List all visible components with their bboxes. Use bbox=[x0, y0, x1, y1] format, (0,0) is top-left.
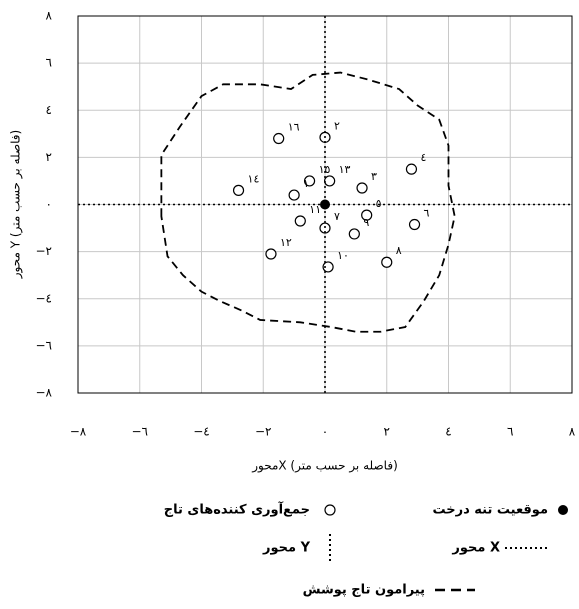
y-tick-label: −٨ bbox=[35, 386, 52, 400]
point-label: ١٣ bbox=[339, 163, 351, 176]
point-label: ١٤ bbox=[248, 172, 260, 185]
point-label: ٤ bbox=[420, 151, 426, 164]
collector-point bbox=[381, 256, 393, 268]
collector-point bbox=[303, 175, 316, 187]
point-label: ١ bbox=[303, 177, 309, 190]
y-tick-label: ٦ bbox=[46, 56, 52, 70]
x-tick-label: ٦ bbox=[507, 425, 513, 439]
collector-point bbox=[273, 132, 285, 145]
legend-label: محور Y bbox=[262, 541, 311, 556]
collector-point bbox=[288, 189, 300, 201]
crown-perimeter bbox=[160, 71, 456, 333]
y-tick-label: ٤ bbox=[46, 103, 52, 117]
point-label: ٣ bbox=[371, 170, 377, 183]
x-axis-label: محورX (فاصله بر حسب متر) bbox=[251, 459, 398, 474]
point-label: ٦ bbox=[424, 207, 430, 220]
x-tick-label: ٤ bbox=[445, 425, 451, 439]
y-axis-label: محور Y (فاصله بر حسب متر) bbox=[9, 130, 24, 279]
legend-label: موقعیت تنه درخت bbox=[432, 503, 548, 518]
y-tick-label: −٤ bbox=[35, 291, 52, 305]
legend-symbol bbox=[324, 504, 336, 516]
y-tick-label: ٠ bbox=[46, 197, 52, 211]
legend-label: پیرامون تاج پوشش bbox=[303, 583, 425, 598]
collector-point bbox=[408, 218, 421, 231]
y-tick-label: −٢ bbox=[35, 244, 52, 258]
point-label: ٥ bbox=[376, 197, 382, 210]
point-label: ٨ bbox=[396, 244, 402, 257]
legend-symbol bbox=[558, 505, 568, 515]
collector-point bbox=[232, 184, 245, 196]
collector-point bbox=[294, 215, 306, 227]
collector-point bbox=[405, 163, 418, 175]
point-label: ١٢ bbox=[280, 236, 292, 249]
legend-label: جمع‌آوری کننده‌های تاج bbox=[164, 501, 310, 518]
x-tick-label: −٢ bbox=[255, 425, 272, 439]
point-label: ٧ bbox=[334, 210, 340, 223]
y-tick-label: ٨ bbox=[46, 9, 53, 23]
x-tick-label: ٢ bbox=[384, 425, 390, 439]
point-label: ٩ bbox=[363, 216, 369, 229]
point-label: ١٦ bbox=[288, 121, 300, 134]
x-tick-label: −٦ bbox=[131, 425, 148, 439]
y-tick-label: ٢ bbox=[46, 150, 52, 164]
point-label: ١١ bbox=[309, 203, 321, 216]
point-label: ١٠ bbox=[337, 249, 349, 262]
collector-point bbox=[319, 222, 331, 234]
x-tick-label: ٨ bbox=[569, 425, 576, 439]
legend-label: محور X bbox=[451, 541, 500, 556]
collector-point bbox=[324, 175, 336, 187]
collector-point bbox=[356, 182, 368, 194]
collector-point bbox=[322, 261, 334, 273]
x-tick-label: −٤ bbox=[193, 425, 210, 439]
collector-point bbox=[361, 209, 373, 221]
x-tick-label: ٠ bbox=[322, 425, 328, 439]
collector-point bbox=[348, 228, 360, 240]
point-label: ٢ bbox=[334, 119, 340, 132]
point-label: ١٥ bbox=[319, 163, 331, 176]
y-tick-label: −٦ bbox=[35, 338, 52, 352]
collector-point bbox=[265, 248, 277, 260]
x-tick-label: −٨ bbox=[70, 425, 87, 439]
